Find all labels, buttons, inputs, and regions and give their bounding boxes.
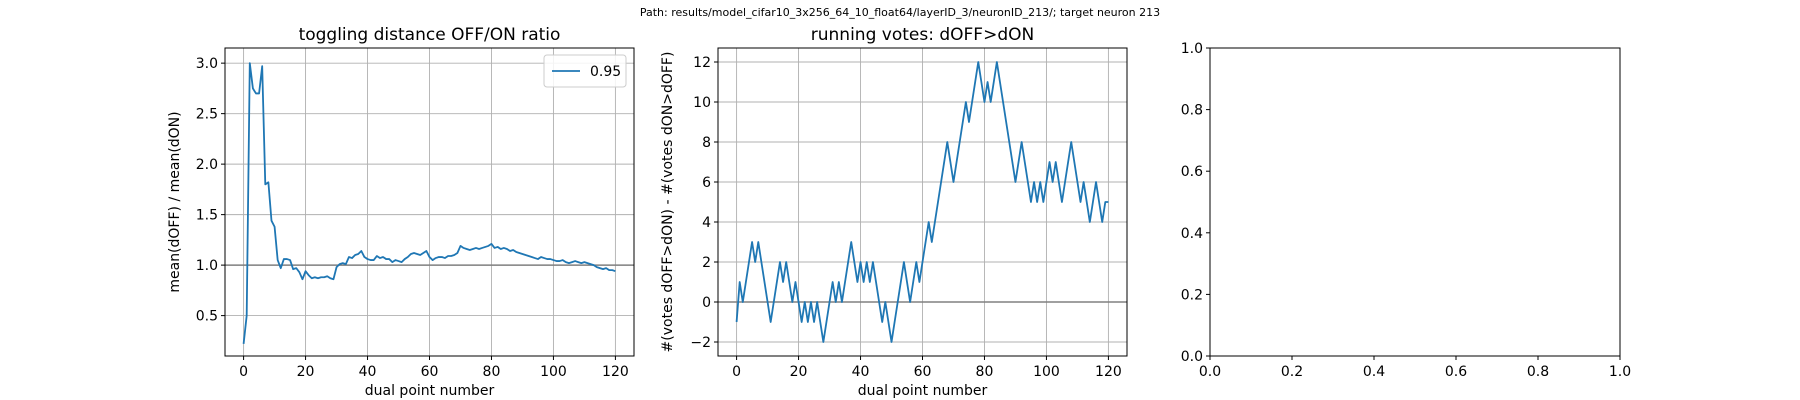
x-tick-label: 0.6 [1445,364,1467,380]
y-axis-label: mean(dOFF) / mean(dON) [167,111,183,292]
chart-panel-running-votes: 0 20 40 60 80 100 120 −2 0 2 4 6 8 10 12 running votes:… [660,25,1128,399]
y-tick-label: 2.0 [196,157,218,173]
x-tick-label: 20 [790,364,808,380]
chart-title: toggling distance OFF/ON ratio [299,25,561,45]
x-tick-label: 0.8 [1527,364,1549,380]
y-tick-label: 0.6 [1181,164,1203,180]
x-tick-label: 80 [483,364,501,380]
x-tick-label: 0 [239,364,248,380]
y-tick-label: 8 [702,135,711,151]
y-tick-label: 4 [702,215,711,231]
y-tick-label: 6 [702,175,711,191]
chart-panel-empty: 0.0 0.2 0.4 0.6 0.8 1.0 0.0 0.2 0.4 0.6 0.8 1.0 [1181,41,1631,380]
x-tick-label: 0 [732,364,741,380]
y-tick-label: 0 [702,295,711,311]
series-line [735,61,1109,343]
x-tick-label: 0.2 [1281,364,1303,380]
x-tick-label: 100 [1033,364,1060,380]
x-tick-label: 20 [297,364,315,380]
y-tick-label: 0.8 [1181,103,1203,119]
series-line [242,62,616,344]
x-tick-label: 40 [359,364,377,380]
y-axis-label: #(votes dOFF>dON) - #(votes dON>dOFF) [660,52,676,353]
legend-box [543,54,627,88]
x-tick-label: 120 [1095,364,1122,380]
axes-frame [1209,47,1621,357]
y-tick-label: 2.5 [196,107,218,123]
x-axis-label: dual point number [858,383,988,399]
y-tick-label: 2 [702,255,711,271]
y-tick-label: 1.0 [196,258,218,274]
y-tick-label: 0.5 [196,309,218,325]
x-tick-label: 100 [540,364,567,380]
legend-label: 0.95 [590,64,621,80]
chart-panel-toggling-ratio: 0 20 40 60 80 100 120 0.5 1.0 1.5 2.0 2.5 3.0 togglin… [167,25,635,399]
x-tick-label: 60 [914,364,932,380]
y-tick-label: 0.4 [1181,226,1203,242]
x-tick-label: 0.4 [1363,364,1385,380]
y-tick-label: −2 [690,335,711,351]
y-tick-label: 12 [693,55,711,71]
x-tick-label: 1.0 [1609,364,1631,380]
y-tick-label: 10 [693,95,711,111]
legend: 0.95 [543,54,627,88]
x-tick-label: 60 [421,364,439,380]
chart-title: running votes: dOFF>dON [811,25,1034,45]
x-tick-label: 120 [602,364,629,380]
y-tick-label: 1.0 [1181,41,1203,57]
x-axis-label: dual point number [365,383,495,399]
y-tick-label: 0.2 [1181,287,1203,303]
x-tick-label: 0.0 [1199,364,1221,380]
x-tick-label: 40 [852,364,870,380]
y-tick-label: 0.0 [1181,349,1203,365]
x-tick-label: 80 [976,364,994,380]
y-tick-label: 3.0 [196,56,218,72]
y-tick-label: 1.5 [196,208,218,224]
figure-suptitle: Path: results/model_cifar10_3x256_64_10_… [640,6,1160,19]
